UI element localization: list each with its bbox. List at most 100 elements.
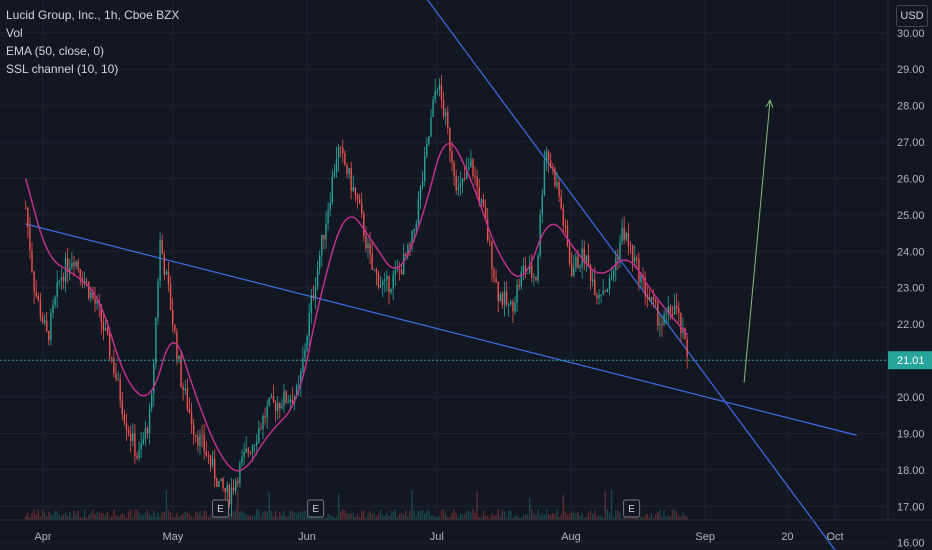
volume-bar [31, 512, 33, 520]
volume-bar [255, 509, 258, 520]
time-axis[interactable]: Apr May Jun Jul Aug Sep 20 Oct [0, 519, 932, 543]
currency-button[interactable]: USD [896, 5, 928, 27]
volume-bar [570, 512, 573, 520]
symbol-title[interactable]: Lucid Group, Inc., 1h, Cboe BZX [6, 8, 180, 22]
candle [384, 272, 386, 293]
candle [48, 330, 50, 346]
volume-indicator-label[interactable]: Vol [6, 26, 23, 40]
candle [358, 193, 361, 205]
candle [167, 261, 170, 292]
candle [558, 177, 560, 202]
price-tick-label: 18.00 [897, 465, 925, 477]
volume-bar [400, 512, 403, 520]
volume-bar [356, 513, 359, 520]
volume-bar [283, 511, 285, 520]
projection-arrow[interactable] [743, 99, 774, 383]
volume-bar [589, 510, 592, 520]
candle [371, 241, 373, 270]
candle [474, 166, 476, 186]
volume-bar [621, 517, 623, 520]
price-tick-label: 24.00 [897, 246, 925, 258]
volume-bar [108, 517, 111, 520]
ema-line [24, 142, 689, 472]
volume-bar [610, 489, 613, 520]
volume-bar [665, 516, 667, 520]
candle [545, 146, 548, 172]
candle [663, 310, 665, 327]
candle [600, 294, 602, 303]
price-axis[interactable]: 16.0017.0018.0019.0020.0021.0022.0023.00… [887, 0, 925, 550]
volume-bar [659, 510, 661, 520]
ema-indicator-label[interactable]: EMA (50, close, 0) [6, 44, 105, 58]
candle [237, 476, 239, 488]
last-price-tag: 21.01 [888, 351, 932, 370]
volume-bar [45, 515, 48, 520]
volume-bar [453, 509, 455, 520]
candle [119, 373, 121, 408]
volume-bar [405, 510, 407, 520]
volume-bar [174, 516, 176, 520]
candle [102, 312, 105, 341]
volume-bar [671, 509, 674, 520]
candle [342, 139, 344, 163]
volume-bar [415, 515, 417, 520]
volume-bar [608, 512, 611, 520]
volume-bar [499, 516, 501, 520]
candle [507, 302, 510, 317]
volume-bar [37, 509, 39, 520]
volume-bar [291, 510, 294, 520]
candle [159, 231, 161, 288]
candle [402, 243, 405, 276]
volume-bar [243, 512, 245, 520]
candle [591, 269, 594, 287]
candle [568, 239, 571, 267]
candle [386, 270, 388, 292]
volume-bar [524, 514, 527, 520]
volume-bar [71, 517, 73, 520]
price-tick-label: 16.00 [897, 538, 925, 550]
time-tick-label: Jun [298, 531, 316, 543]
volume-bar [554, 514, 556, 520]
candle [260, 422, 262, 430]
volume-bar [642, 517, 644, 520]
candle [253, 443, 256, 453]
volume-bar [337, 493, 340, 520]
candle [627, 222, 630, 256]
volume-bar [98, 512, 100, 520]
volume-bar [258, 509, 260, 520]
candle [331, 169, 333, 206]
ssl-indicator-label[interactable]: SSL channel (10, 10) [6, 62, 119, 76]
volume-bar [514, 516, 516, 520]
candle [192, 419, 195, 445]
candle [113, 349, 115, 378]
volume-bar [673, 509, 676, 520]
candle [684, 326, 686, 340]
candle [612, 267, 615, 283]
candle [373, 268, 375, 271]
volume-bar [176, 513, 178, 520]
candle [472, 157, 474, 180]
volume-bar [66, 515, 69, 520]
candle [150, 389, 153, 413]
earnings-marker: E [211, 499, 229, 518]
volume-bar [407, 516, 409, 520]
volume-bar [428, 510, 430, 520]
candle [619, 234, 621, 268]
candle [199, 429, 201, 455]
earnings-marker-label: E [312, 504, 319, 515]
candle [205, 441, 207, 458]
candle [35, 279, 37, 299]
candle [547, 149, 550, 173]
volume-bar [54, 511, 56, 520]
candle [186, 378, 189, 413]
candle [60, 268, 63, 291]
volume-bars [24, 489, 688, 520]
volume-bar [300, 512, 302, 520]
volume-bar [85, 517, 88, 520]
candle [224, 487, 226, 500]
volume-bar [369, 511, 371, 520]
candle [285, 389, 287, 405]
candle [327, 202, 329, 231]
